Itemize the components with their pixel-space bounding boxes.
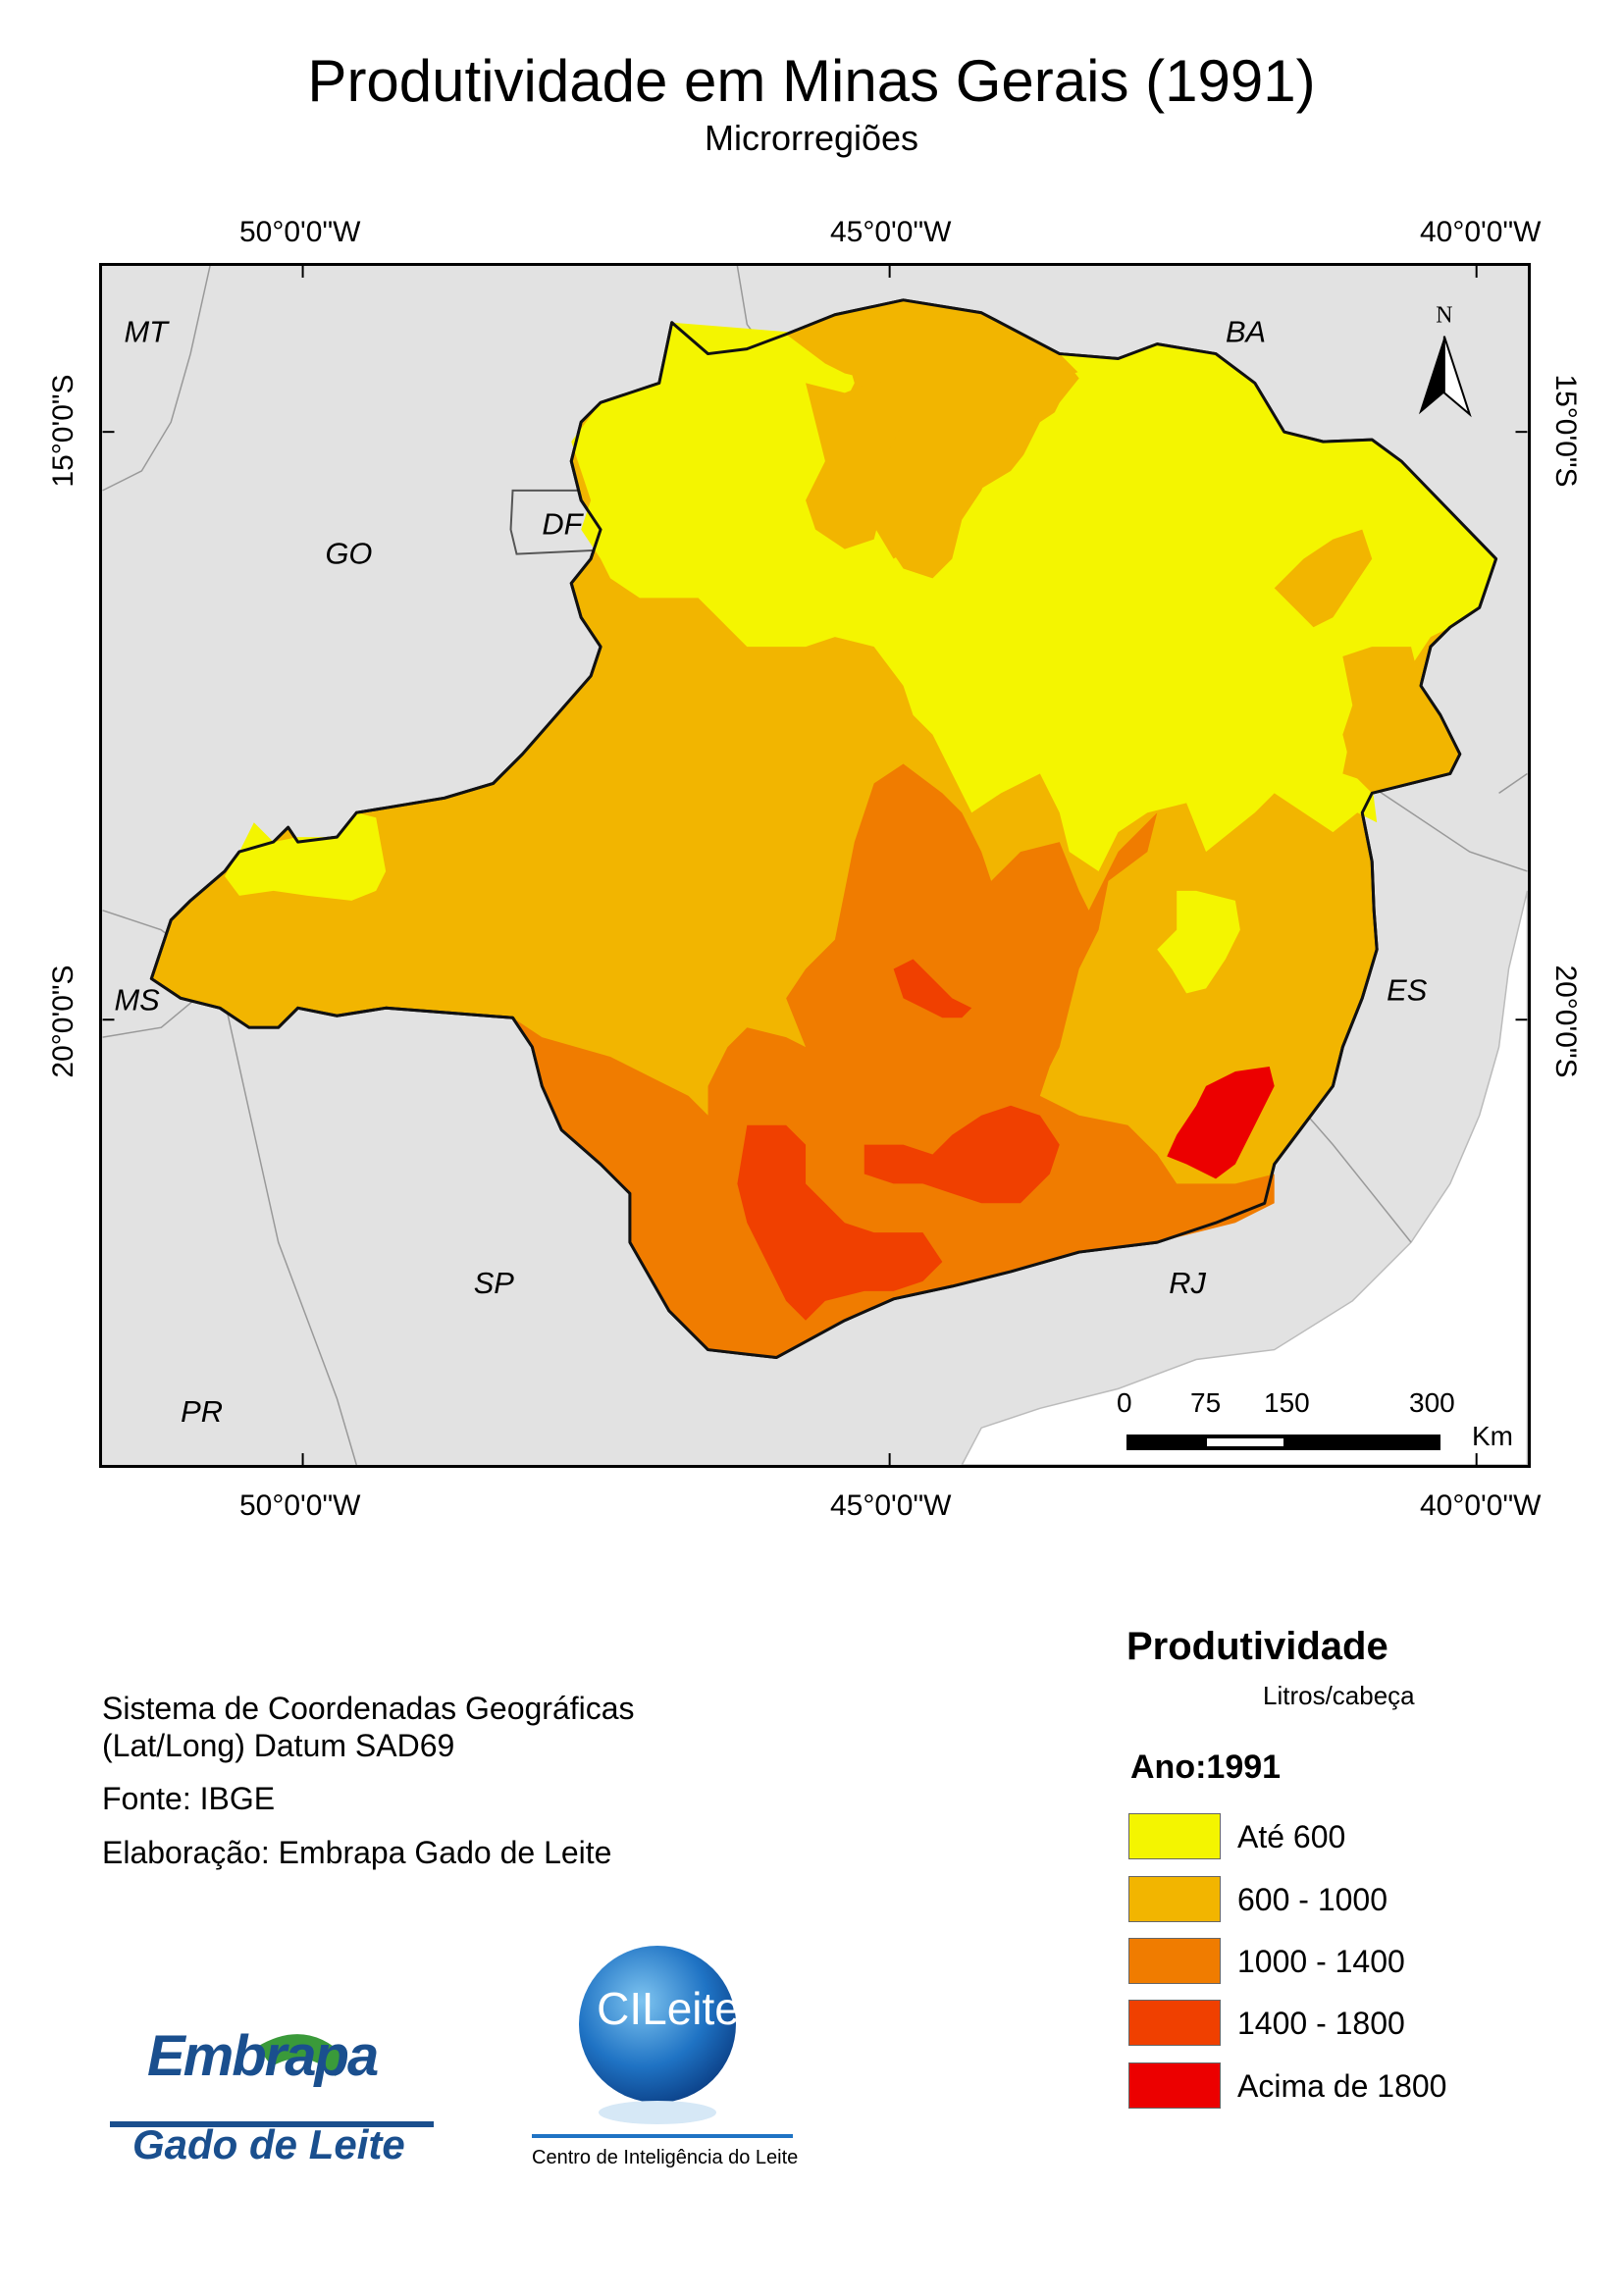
legend-label: Até 600: [1237, 1819, 1346, 1854]
north-arrow-icon: N: [1418, 303, 1472, 418]
legend-swatch: [1128, 1813, 1221, 1859]
author-text: Elaboração: Embrapa Gado de Leite: [102, 1835, 612, 1870]
legend-title: Produtividade: [1126, 1625, 1388, 1668]
state-label-pr: PR: [181, 1394, 223, 1429]
mg-region-class-1400-1800-center: [893, 959, 972, 1018]
legend-swatch: [1128, 1938, 1221, 1984]
legend-swatch: [1128, 2000, 1221, 2046]
mg-region-class-ate-600-main: [571, 314, 1496, 871]
lon-label-bottom-50: 50°0'0"W: [239, 1489, 361, 1522]
cileite-subtitle: Centro de Inteligência do Leite: [532, 2147, 799, 2168]
lat-label-right-20: 20°0'0"S: [1549, 965, 1582, 1078]
state-label-es: ES: [1387, 972, 1428, 1007]
crs-line-2: (Lat/Long) Datum SAD69: [102, 1728, 455, 1763]
state-label-df: DF: [542, 507, 584, 542]
cileite-name: CILeite: [597, 1983, 740, 2034]
lon-label-bottom-40: 40°0'0"W: [1420, 1489, 1542, 1522]
mg-region-class-600-1000-east-patch: [1342, 647, 1460, 794]
legend-label: 1400 - 1800: [1237, 2006, 1405, 2041]
mg-region-class-600-1000-ne-patch: [1274, 529, 1373, 628]
state-label-rj: RJ: [1169, 1266, 1206, 1300]
scale-bar: 0 75 150 300 Km: [1117, 1387, 1513, 1452]
scale-tick-300: 300: [1409, 1387, 1455, 1418]
lon-label-bottom-45: 45°0'0"W: [830, 1489, 952, 1522]
legend-year: Ano:1991: [1130, 1748, 1282, 1786]
embrapa-logo: [110, 2017, 453, 2184]
state-label-mt: MT: [124, 315, 170, 349]
legend-label: 600 - 1000: [1237, 1882, 1388, 1917]
scale-tick-150: 150: [1264, 1387, 1310, 1418]
legend-label: 1000 - 1400: [1237, 1944, 1405, 1979]
graticule-ticks: [102, 266, 1528, 1465]
state-label-ba: BA: [1226, 315, 1266, 349]
choropleth-map[interactable]: MT BA GO DF MS ES SP RJ PR N: [102, 266, 1528, 1465]
map-title: Produtividade em Minas Gerais (1991): [307, 48, 1316, 114]
scale-tick-75: 75: [1190, 1387, 1222, 1418]
mg-region-class-ate-600-east: [1157, 890, 1240, 994]
source-text: Fonte: IBGE: [102, 1781, 276, 1816]
scale-bar-white-segment: [1207, 1438, 1283, 1446]
state-label-sp: SP: [474, 1266, 515, 1300]
lat-label-left-15: 15°0'0"S: [47, 374, 79, 488]
mg-region-class-600-1000-upper: [786, 299, 1079, 579]
lon-label-top-40: 40°0'0"W: [1420, 216, 1542, 248]
legend-unit: Litros/cabeça: [1263, 1681, 1415, 1710]
mg-region-class-ate-600-west: [224, 812, 387, 901]
legend-swatch: [1128, 1876, 1221, 1922]
scale-tick-0: 0: [1117, 1387, 1132, 1418]
state-label-ms: MS: [115, 982, 161, 1017]
scale-bar-body: [1126, 1435, 1440, 1450]
mg-region-class-1400-1800-south-a: [737, 1124, 943, 1321]
lat-label-left-20: 20°0'0"S: [47, 965, 79, 1078]
mg-outline: [149, 298, 1498, 1360]
mg-region-class-1400-1800-south-b: [864, 1105, 1060, 1204]
embrapa-subtitle: Gado de Leite: [132, 2121, 405, 2167]
map-subtitle: Microrregiões: [704, 118, 919, 158]
legend-swatch: [1128, 2062, 1221, 2109]
cileite-logo: [532, 1946, 793, 2138]
scale-unit: Km: [1472, 1421, 1513, 1451]
crs-line-1: Sistema de Coordenadas Geográficas: [102, 1691, 635, 1726]
north-letter: N: [1436, 303, 1452, 329]
map-frame[interactable]: MT BA GO DF MS ES SP RJ PR N: [99, 263, 1531, 1468]
embrapa-name: Embrapa: [147, 2024, 379, 2088]
state-label-go: GO: [325, 537, 372, 571]
legend-label: Acima de 1800: [1237, 2068, 1447, 2104]
lon-label-top-50: 50°0'0"W: [239, 216, 361, 248]
mg-region-class-acima-1800: [1167, 1066, 1275, 1179]
lon-label-top-45: 45°0'0"W: [830, 216, 952, 248]
lat-label-right-15: 15°0'0"S: [1549, 374, 1582, 488]
mg-region-class-1000-1400: [512, 763, 1275, 1358]
